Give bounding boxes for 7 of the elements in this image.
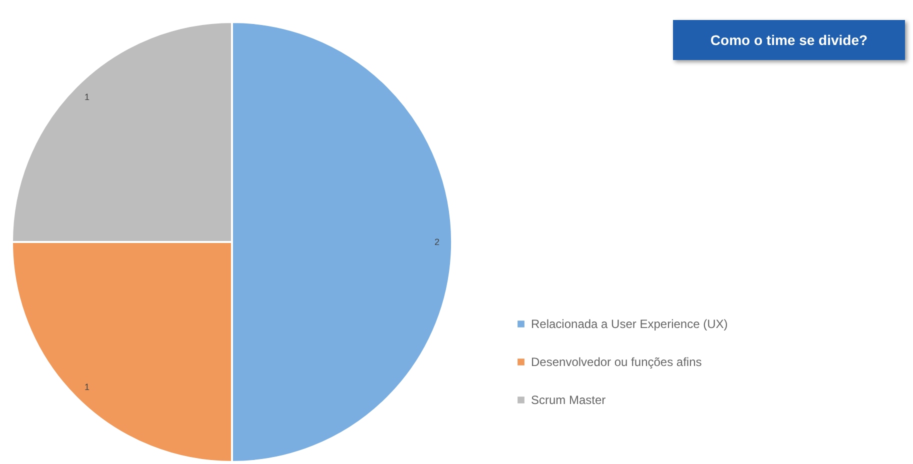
legend-label: Scrum Master [531,393,606,407]
legend-label: Relacionada a User Experience (UX) [531,317,728,331]
data-label: 1 [84,382,90,392]
data-label: 1 [84,92,90,102]
data-label: 2 [434,237,440,247]
text: Como o time se divide? [673,20,905,60]
legend-label: Desenvolvedor ou funções afins [531,355,702,369]
